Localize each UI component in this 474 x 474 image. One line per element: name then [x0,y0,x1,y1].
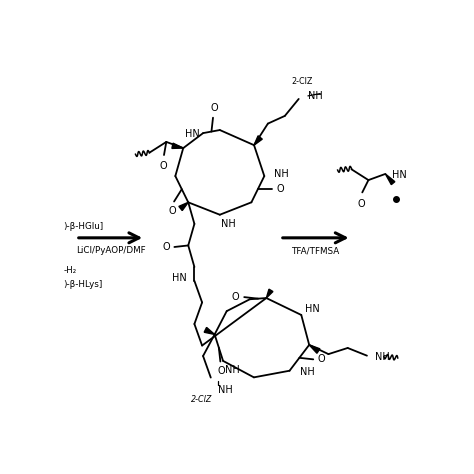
Text: )-β-HGlu]: )-β-HGlu] [64,222,104,231]
Text: HN: HN [172,273,187,283]
Text: O: O [318,355,326,365]
Text: -H₂: -H₂ [64,266,77,275]
Text: O: O [211,103,219,113]
Text: LiCl/PyAOP/DMF: LiCl/PyAOP/DMF [76,246,146,255]
Text: 2-ClZ: 2-ClZ [191,394,212,403]
Text: NH: NH [225,365,239,375]
Text: HN: HN [392,171,406,181]
Polygon shape [204,328,215,335]
Text: NH: NH [219,385,233,395]
Polygon shape [266,289,273,298]
Text: O: O [159,161,167,171]
Polygon shape [254,136,262,145]
Text: 2-ClZ: 2-ClZ [292,77,313,86]
Text: TFA/TFMSA: TFA/TFMSA [291,246,339,255]
Text: NH: NH [273,169,288,179]
Text: )-β-HLys]: )-β-HLys] [64,280,103,289]
Text: O: O [162,242,170,252]
Text: O: O [358,199,365,209]
Polygon shape [179,202,188,210]
Text: NH: NH [308,91,323,101]
Text: HN: HN [185,129,200,139]
Text: NH: NH [221,219,236,229]
Polygon shape [172,143,183,148]
Text: HN: HN [305,304,320,314]
Text: O: O [169,206,176,216]
Text: O: O [218,366,225,376]
Text: NH: NH [374,352,389,362]
Text: NH: NH [300,367,314,377]
Polygon shape [309,345,320,353]
Text: O: O [276,184,284,194]
Polygon shape [385,174,395,185]
Text: O: O [232,292,239,302]
